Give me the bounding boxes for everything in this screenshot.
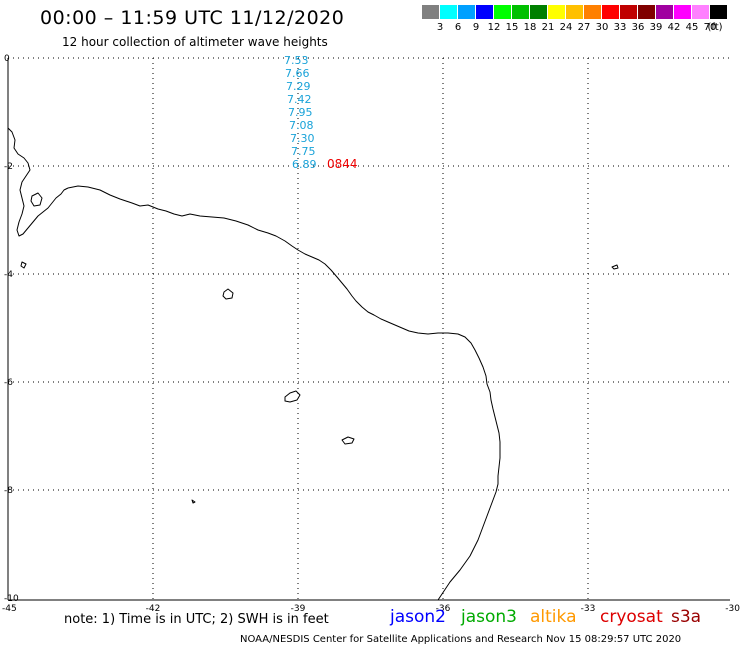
grid-lines xyxy=(8,57,730,600)
y-tick-label: -10 xyxy=(4,594,19,604)
legend-tick-label: 15 xyxy=(505,22,519,33)
wave-height-label: 7.42 xyxy=(287,93,312,106)
coastline-northwest-bay xyxy=(7,127,69,237)
coastline-island-small-nw xyxy=(30,192,43,207)
legend-swatch xyxy=(692,5,709,19)
legend-tick-label: 9 xyxy=(472,22,480,33)
legend-swatch xyxy=(638,5,655,19)
legend-swatch xyxy=(422,5,439,19)
y-tick-label: -2 xyxy=(4,162,13,172)
x-tick-label: -39 xyxy=(291,604,306,614)
wave-height-label: 7.66 xyxy=(285,67,310,80)
color-legend: 3 6 9 12 15 18 21 24 27 30 33 36 39 42 45 70 (ft) xyxy=(422,5,728,39)
legend-tick-label: 36 xyxy=(631,22,645,33)
wave-height-label: 7.53 xyxy=(284,54,309,67)
satellite-label-jason2: jason2 xyxy=(390,607,446,627)
legend-tick-label: 30 xyxy=(595,22,609,33)
coastline-island-3 xyxy=(341,436,355,445)
legend-swatch xyxy=(566,5,583,19)
legend-tick-label: 3 xyxy=(436,22,444,33)
legend-swatch xyxy=(584,5,601,19)
x-tick-label: -42 xyxy=(146,604,161,614)
coastline-island-west xyxy=(20,261,27,269)
legend-tick-label: (ft) xyxy=(707,22,723,33)
legend-swatch xyxy=(530,5,547,19)
x-tick-label: -45 xyxy=(2,604,17,614)
legend-tick-label: 24 xyxy=(559,22,573,33)
wave-height-label: 6.89 xyxy=(292,158,317,171)
footnote: note: 1) Time is in UTC; 2) SWH is in fe… xyxy=(64,612,329,627)
legend-swatch xyxy=(710,5,727,19)
wave-height-label: 7.30 xyxy=(290,132,315,145)
legend-tick-label: 33 xyxy=(613,22,627,33)
legend-swatch xyxy=(674,5,691,19)
x-axis-ticks: -45 -42 -39 -36 -33 -30 xyxy=(2,604,740,614)
legend-swatch xyxy=(620,5,637,19)
wave-height-label: 7.75 xyxy=(291,145,316,158)
legend-tick-label: 45 xyxy=(685,22,699,33)
x-tick-label: -36 xyxy=(436,604,451,614)
coastline-island-east xyxy=(611,264,619,270)
legend-tick-label: 6 xyxy=(454,22,462,33)
legend-swatch xyxy=(656,5,673,19)
coastline-island-2 xyxy=(284,390,301,403)
legend-tick-label: 39 xyxy=(649,22,663,33)
wave-height-labels: 7.53 7.66 7.29 7.42 7.95 7.08 7.30 7.75 … xyxy=(284,54,358,171)
y-tick-label: -6 xyxy=(4,378,13,388)
legend-swatch xyxy=(602,5,619,19)
legend-tick-label: 21 xyxy=(541,22,555,33)
y-axis-ticks: 0 -2 -4 -6 -8 -10 xyxy=(4,54,19,604)
coastline-island-1 xyxy=(222,288,234,300)
satellite-label-jason3: jason3 xyxy=(461,607,517,627)
legend-swatch xyxy=(476,5,493,19)
x-tick-label: -33 xyxy=(581,604,596,614)
legend-tick-label: 70 xyxy=(703,22,717,33)
legend-tick-label: 27 xyxy=(577,22,591,33)
legend-swatch xyxy=(440,5,457,19)
wave-height-label: 7.95 xyxy=(288,106,313,119)
legend-swatch xyxy=(494,5,511,19)
y-tick-label: 0 xyxy=(4,54,10,64)
coastline-island-4 xyxy=(191,499,196,504)
y-tick-label: -4 xyxy=(4,270,13,280)
credit-line: NOAA/NESDIS Center for Satellite Applica… xyxy=(240,634,682,645)
legend-swatch xyxy=(548,5,565,19)
legend-tick-label: 42 xyxy=(667,22,681,33)
wave-height-label: 7.08 xyxy=(289,119,314,132)
coastline xyxy=(7,127,619,601)
y-tick-label: -8 xyxy=(4,486,13,496)
wave-height-label: 7.29 xyxy=(286,80,311,93)
x-tick-label: -30 xyxy=(725,604,740,614)
legend-tick-label: 12 xyxy=(487,22,501,33)
satellite-label-cryosat: cryosat xyxy=(600,607,663,627)
satellite-label-altika: altika xyxy=(530,607,577,627)
legend-swatch xyxy=(512,5,529,19)
legend-swatch xyxy=(458,5,475,19)
chart-title: 00:00 – 11:59 UTC 11/12/2020 xyxy=(40,7,345,29)
coastline-mainland xyxy=(67,185,501,601)
chart-subtitle: 12 hour collection of altimeter wave hei… xyxy=(62,35,328,49)
legend-tick-label: 18 xyxy=(523,22,537,33)
pass-time-label: 0844 xyxy=(327,157,358,171)
satellite-label-s3a: s3a xyxy=(671,607,702,627)
